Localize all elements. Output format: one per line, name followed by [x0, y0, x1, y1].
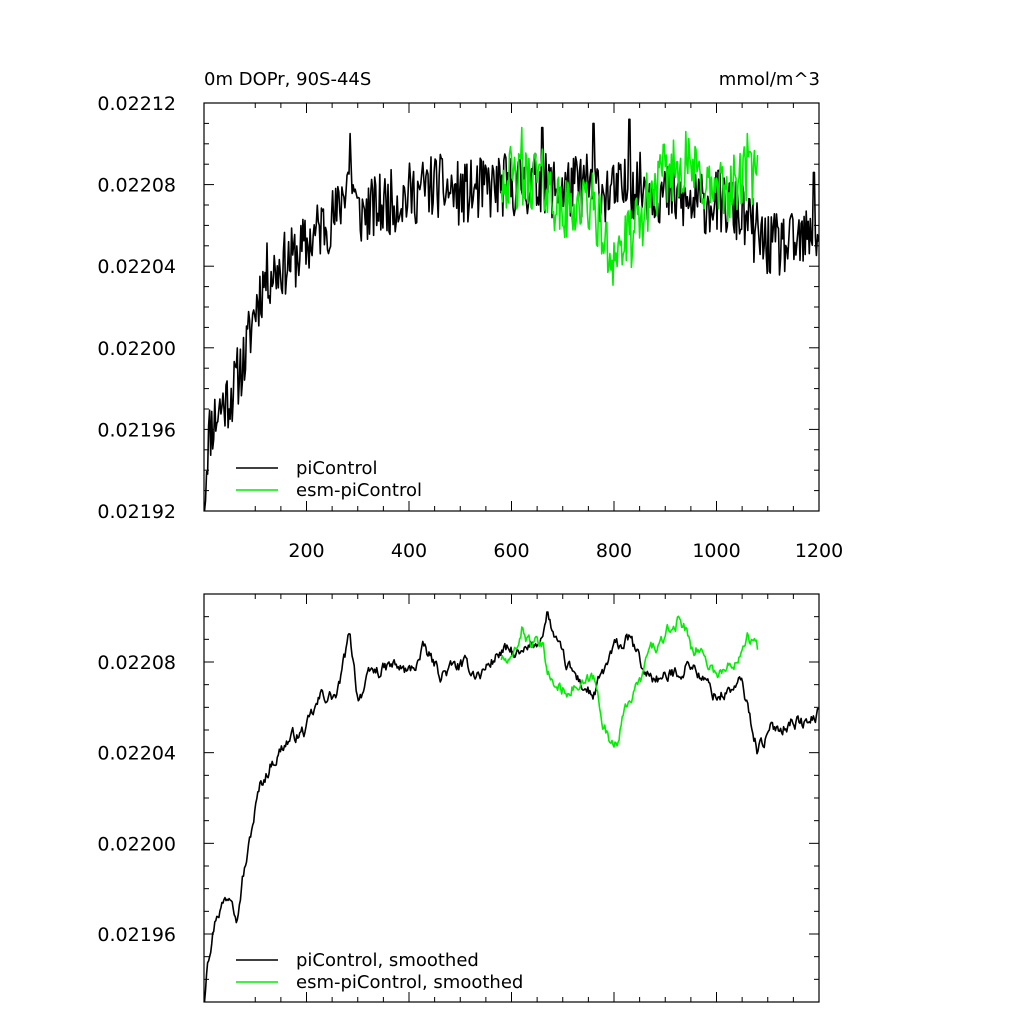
legend-label-esm-picontrol: esm-piControl [296, 480, 422, 501]
legend-label-esm-picontrol-smoothed: esm-piControl, smoothed [296, 972, 523, 993]
bottom-plot-frame [203, 593, 820, 1003]
top-chart-panel: 0m DOPr, 90S-44S mmol/m^3 0.02192 0.0219… [97, 69, 843, 562]
x-tick-label: 400 [391, 540, 427, 562]
x-tick-label: 200 [288, 540, 324, 562]
y-tick-label: 0.02196 [97, 419, 176, 441]
top-legend: piControl esm-piControl [236, 458, 422, 501]
picontrol-smoothed-series-line [203, 611, 819, 1003]
y-tick-label: 0.02200 [97, 833, 176, 855]
top-axis-ticks [204, 102, 820, 512]
esm-picontrol-smoothed-series-line [500, 615, 759, 748]
units-label: mmol/m^3 [719, 69, 820, 90]
legend-label-picontrol: piControl [296, 458, 378, 479]
bottom-plot-lines [203, 611, 819, 1003]
y-tick-label: 0.02200 [97, 338, 176, 360]
x-tick-label: 1000 [692, 540, 740, 562]
top-y-tick-labels: 0.02192 0.02196 0.02200 0.02204 0.02208 … [97, 93, 176, 523]
bottom-legend: piControl, smoothed esm-piControl, smoot… [236, 950, 523, 993]
bottom-y-tick-labels: 0.02196 0.02200 0.02204 0.02208 [97, 652, 176, 946]
legend-label-picontrol-smoothed: piControl, smoothed [296, 950, 479, 971]
bottom-chart-panel: 0.02196 0.02200 0.02204 0.02208 piContro… [97, 593, 820, 1003]
x-tick-label: 800 [596, 540, 632, 562]
y-tick-label: 0.02212 [97, 93, 176, 115]
esm-picontrol-series-line [500, 126, 759, 286]
y-tick-label: 0.02204 [97, 256, 176, 278]
x-tick-label: 1200 [795, 540, 843, 562]
y-tick-label: 0.02204 [97, 743, 176, 765]
top-plot-lines [203, 118, 820, 512]
top-x-tick-labels: 200 400 600 800 1000 1200 [288, 540, 843, 562]
top-plot-frame [203, 102, 820, 512]
y-tick-label: 0.02196 [97, 924, 176, 946]
y-tick-label: 0.02208 [97, 175, 176, 197]
x-tick-label: 600 [493, 540, 529, 562]
y-tick-label: 0.02208 [97, 652, 176, 674]
chart-title: 0m DOPr, 90S-44S [204, 69, 371, 90]
y-tick-label: 0.02192 [97, 501, 176, 523]
